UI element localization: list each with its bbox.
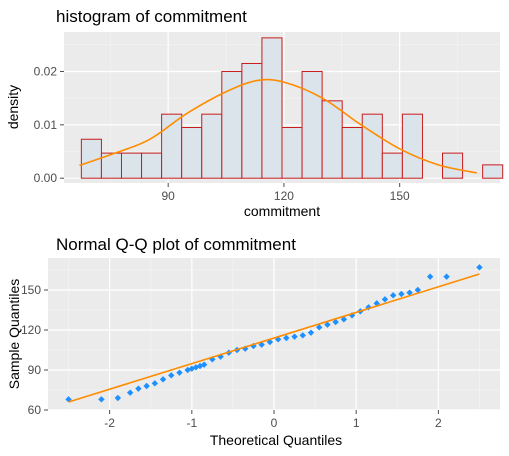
histogram-bar	[181, 127, 203, 179]
y-tick-label: 0.02	[34, 64, 58, 78]
y-tick-label: 0.01	[34, 118, 58, 132]
histogram-bar	[221, 70, 243, 179]
qq-point	[332, 318, 339, 326]
qq-point	[406, 289, 413, 296]
qq-title: Normal Q-Q plot of commitment	[56, 235, 296, 254]
x-tick-label: 2	[435, 416, 442, 430]
histogram-bar	[361, 113, 383, 179]
qq-point	[316, 324, 323, 331]
histogram-bar	[120, 152, 143, 179]
qq-point	[159, 376, 167, 383]
histogram-bar	[341, 127, 363, 179]
y-tick-label: 150	[21, 283, 41, 297]
histogram-bar	[141, 152, 163, 179]
x-tick-label: 90	[161, 189, 175, 203]
x-tick-label: 150	[390, 189, 410, 203]
histogram-y-axis-label: density	[5, 85, 21, 129]
qq-point	[126, 389, 134, 396]
qq-point	[192, 364, 200, 371]
qq-x-axis-label: Theoretical Quantiles	[210, 432, 342, 448]
qq-point	[176, 369, 183, 376]
qq-point	[381, 296, 389, 303]
qq-chart: Normal Q-Q plot of commitment -2 -1 0 1 2 60…	[6, 235, 500, 448]
histogram-bar	[482, 164, 504, 179]
qq-point	[476, 264, 483, 271]
qq-point	[299, 332, 306, 339]
histogram-x-ticks: 90 120 150	[161, 183, 410, 203]
y-tick-label: 60	[28, 403, 42, 417]
qq-gridlines	[48, 258, 500, 411]
histogram-bar	[261, 37, 283, 179]
x-tick-label: -1	[186, 416, 197, 430]
qq-point	[168, 372, 175, 379]
qq-x-ticks: -2 -1 0 1 2	[104, 410, 442, 430]
qq-y-ticks: 60 90 120 150	[21, 283, 48, 417]
histogram-bar	[321, 100, 343, 179]
x-tick-label: 1	[353, 416, 360, 430]
density-curve	[79, 78, 478, 174]
histogram-bar	[381, 152, 403, 179]
qq-point	[200, 361, 208, 368]
histogram-chart: histogram of commitment 90 120 150 0.000.0…	[5, 7, 504, 219]
qq-point	[398, 290, 405, 298]
qq-point	[443, 273, 450, 280]
x-tick-label: 120	[274, 189, 294, 203]
x-tick-label: 0	[271, 416, 278, 430]
histogram-bar	[201, 113, 223, 179]
histogram-title: histogram of commitment	[56, 7, 247, 26]
qq-reference-line	[68, 273, 480, 403]
histogram-bar	[401, 113, 423, 179]
histogram-bars	[80, 37, 504, 179]
qq-point	[389, 292, 397, 299]
histogram-bar	[301, 70, 323, 179]
qq-point	[307, 329, 315, 336]
y-tick-label: 120	[21, 323, 41, 337]
qq-point	[340, 316, 348, 323]
histogram-bar	[442, 152, 464, 179]
qq-point	[426, 273, 434, 280]
histogram-y-ticks: 0.00 0.01 0.02	[34, 64, 64, 185]
qq-point	[414, 286, 422, 294]
qq-y-axis-label: Sample Quantiles	[6, 279, 22, 390]
qq-point	[291, 333, 298, 340]
qq-point	[143, 382, 150, 390]
histogram-x-axis-label: commitment	[244, 203, 320, 219]
qq-point	[324, 321, 331, 328]
x-tick-label: -2	[104, 416, 115, 430]
qq-point	[135, 385, 142, 392]
qq-point	[283, 334, 290, 342]
qq-point	[151, 380, 159, 387]
qq-point	[114, 394, 122, 402]
y-tick-label: 0.00	[34, 171, 58, 185]
y-tick-label: 90	[28, 363, 42, 377]
qq-point	[98, 396, 105, 403]
histogram-bar	[281, 127, 303, 179]
